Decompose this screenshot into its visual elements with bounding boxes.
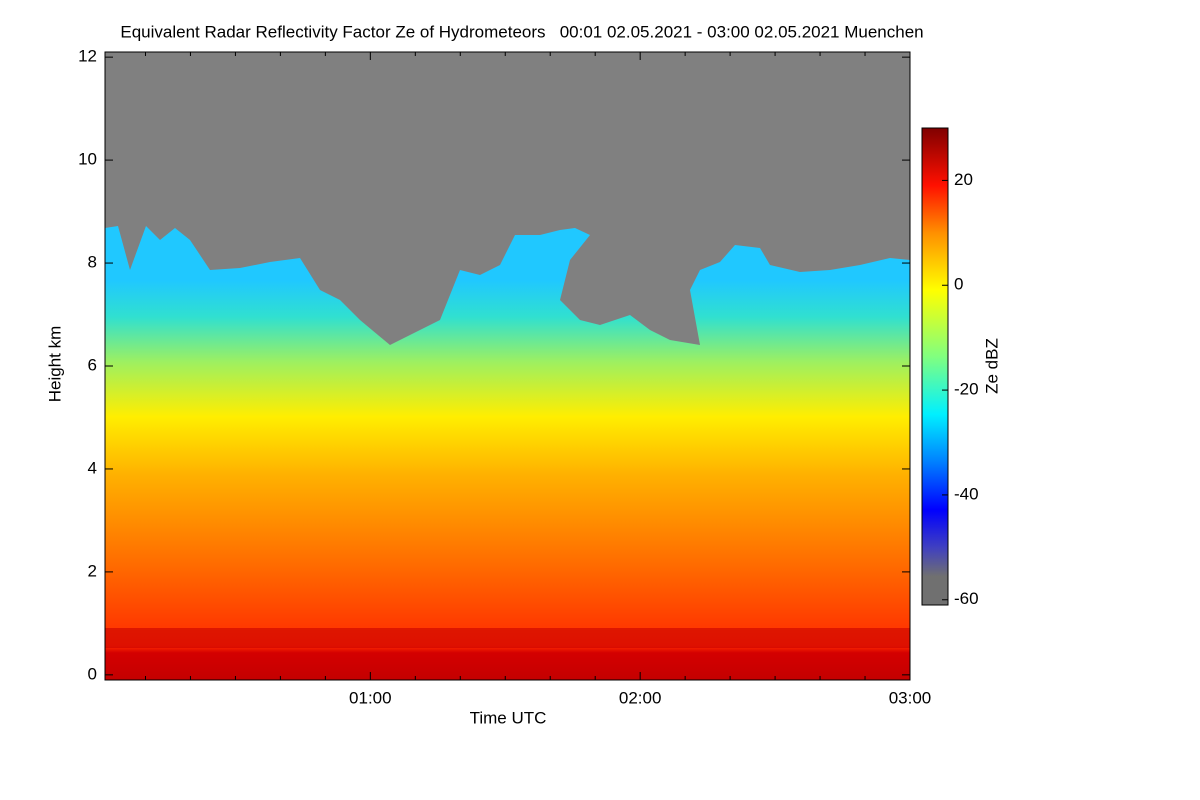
- y-axis-label: Height km: [45, 326, 64, 403]
- x-axis-label: Time UTC: [470, 708, 547, 727]
- colorbar-tick-label: 0: [954, 275, 963, 294]
- y-tick-label: 10: [78, 150, 97, 169]
- x-tick-label: 03:00: [889, 688, 932, 707]
- y-tick-label: 8: [88, 253, 97, 272]
- x-tick-label: 01:00: [349, 688, 392, 707]
- x-tick-label: 02:00: [619, 688, 662, 707]
- colorbar-tick-label: -20: [954, 380, 979, 399]
- colorbar-tick-label: 20: [954, 170, 973, 189]
- colorbar-label: Ze dBZ: [982, 338, 1001, 394]
- y-tick-label: 6: [88, 355, 97, 374]
- heatmap-field: [105, 52, 910, 680]
- chart-title: Equivalent Radar Reflectivity Factor Ze …: [120, 22, 923, 41]
- ground-band: [105, 628, 910, 648]
- colorbar-tick-label: -60: [954, 589, 979, 608]
- y-tick-label: 0: [88, 664, 97, 683]
- y-tick-label: 4: [88, 458, 97, 477]
- colorbar-tick-label: -40: [954, 484, 979, 503]
- cloud-field: [105, 226, 910, 680]
- y-tick-label: 12: [78, 47, 97, 66]
- colorbar: [921, 127, 949, 606]
- y-tick-label: 2: [88, 561, 97, 580]
